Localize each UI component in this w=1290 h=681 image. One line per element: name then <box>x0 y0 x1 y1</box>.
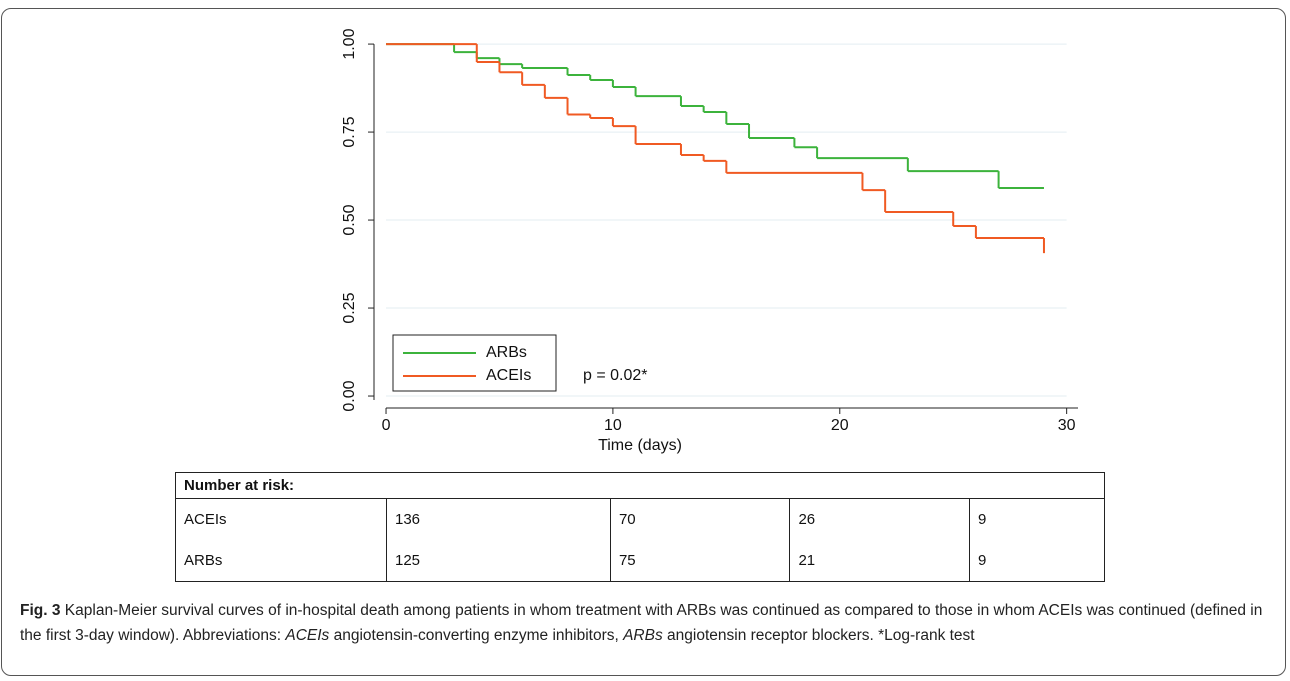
caption-term: ACEIs <box>285 627 330 644</box>
caption-text: Kaplan-Meier survival curves of in-hospi… <box>20 602 1263 644</box>
table-row: ARBs 125 75 21 9 <box>176 540 1105 582</box>
figure-frame <box>1 8 1286 676</box>
table-cell: 70 <box>609 498 790 540</box>
caption-label: Fig. 3 <box>20 602 61 619</box>
table-header: Number at risk: <box>175 472 1105 499</box>
table-cell: 9 <box>968 498 1105 540</box>
row-label: ACEIs <box>184 511 227 528</box>
risk-table: Number at risk: ACEIs 136 70 26 9 ARBs 125 75 2… <box>175 472 1105 582</box>
legend-label: ARBs <box>486 344 527 361</box>
x-tick-label: 10 <box>604 417 622 434</box>
table-cell: 75 <box>609 540 790 582</box>
caption-text: angiotensin receptor blockers. *Log-rank… <box>662 627 975 644</box>
chart: p = 0.02* Time (days) 0.00 0.25 0.50 0.75 1.… <box>341 28 1078 454</box>
y-tick-label: 0.25 <box>341 292 358 323</box>
y-tick-label: 0.75 <box>341 116 358 147</box>
y-tick-label: 0.00 <box>341 380 358 411</box>
y-tick-label: 0.50 <box>341 204 358 235</box>
table-cell: 9 <box>968 540 1105 582</box>
table-cell: 125 <box>386 540 611 582</box>
legend-label: ACEIs <box>486 367 531 384</box>
x-axis-label: Time (days) <box>598 437 682 454</box>
annotation: p = 0.02* <box>583 367 648 384</box>
x-tick-label: 20 <box>831 417 849 434</box>
legend-box <box>392 334 557 392</box>
x-tick-label: 0 <box>382 417 391 434</box>
row-label: ARBs <box>184 552 223 569</box>
table-row: ACEIs 136 70 26 9 <box>176 498 1105 540</box>
table-cell: 136 <box>386 498 611 540</box>
caption-text: angiotensin-converting enzyme inhibitors… <box>329 627 624 644</box>
caption-term: ARBs <box>623 627 663 644</box>
y-tick-label: 1.00 <box>341 28 358 59</box>
table-cell: 26 <box>789 498 970 540</box>
caption: Fig. 3 Kaplan-Meier survival curves of i… <box>20 598 1275 648</box>
x-tick-label: 30 <box>1058 417 1076 434</box>
table-cell: 21 <box>789 540 970 582</box>
